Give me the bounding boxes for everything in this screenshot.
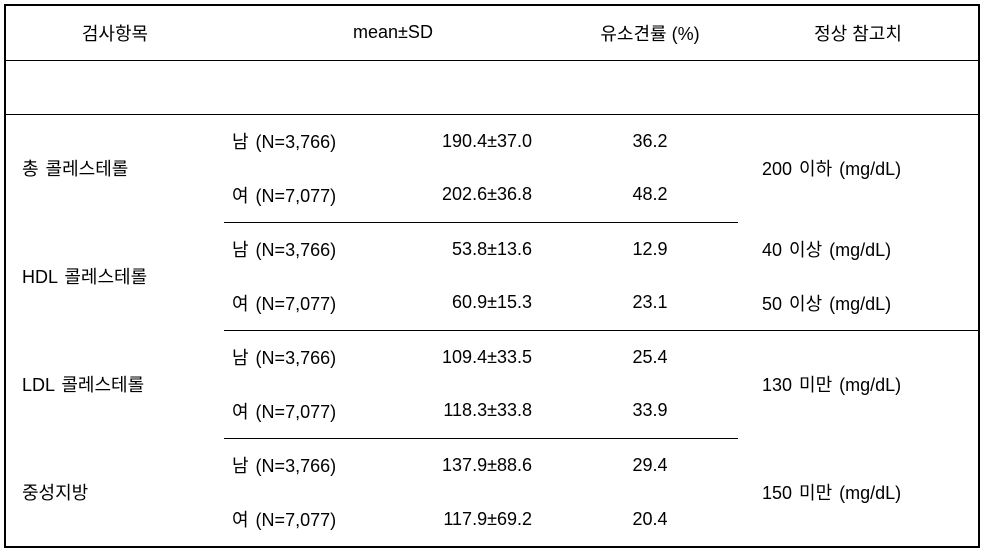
cell-mean: 190.4±37.0 (388, 114, 562, 168)
cell-rate: 12.9 (562, 222, 738, 276)
cell-rate: 33.9 (562, 384, 738, 438)
table-row: 중성지방남 (N=3,766)137.9±88.629.4150 미만 (mg/… (6, 438, 978, 492)
cell-rate: 23.1 (562, 276, 738, 330)
header-separator (6, 60, 978, 114)
cell-sex: 남 (N=3,766) (224, 438, 388, 492)
table-body: 총 콜레스테롤남 (N=3,766)190.4±37.036.2200 이하 (… (6, 114, 978, 546)
cell-mean: 117.9±69.2 (388, 492, 562, 546)
cell-sex: 여 (N=7,077) (224, 276, 388, 330)
table-row: 총 콜레스테롤남 (N=3,766)190.4±37.036.2200 이하 (… (6, 114, 978, 168)
cell-mean: 118.3±33.8 (388, 384, 562, 438)
cell-item: HDL 콜레스테롤 (6, 222, 224, 330)
cell-mean: 137.9±88.6 (388, 438, 562, 492)
cell-mean: 60.9±15.3 (388, 276, 562, 330)
table-row: HDL 콜레스테롤남 (N=3,766)53.8±13.612.940 이상 (… (6, 222, 978, 276)
cell-sex: 여 (N=7,077) (224, 492, 388, 546)
cell-rate: 20.4 (562, 492, 738, 546)
header-ref: 정상 참고치 (738, 6, 978, 60)
cell-mean: 202.6±36.8 (388, 168, 562, 222)
table-header: 검사항목 mean±SD 유소견률 (%) 정상 참고치 (6, 6, 978, 114)
table: 검사항목 mean±SD 유소견률 (%) 정상 참고치 총 콜레스테롤남 (N… (6, 6, 978, 546)
cell-sex: 남 (N=3,766) (224, 222, 388, 276)
cell-ref: 50 이상 (mg/dL) (738, 276, 978, 330)
cell-rate: 48.2 (562, 168, 738, 222)
table-row: LDL 콜레스테롤남 (N=3,766)109.4±33.525.4130 미만… (6, 330, 978, 384)
cell-mean: 109.4±33.5 (388, 330, 562, 384)
header-sep-cell (6, 60, 978, 114)
cell-rate: 36.2 (562, 114, 738, 168)
cell-sex: 여 (N=7,077) (224, 168, 388, 222)
header-row: 검사항목 mean±SD 유소견률 (%) 정상 참고치 (6, 6, 978, 60)
cell-ref: 150 미만 (mg/dL) (738, 438, 978, 546)
header-item: 검사항목 (6, 6, 224, 60)
cell-rate: 29.4 (562, 438, 738, 492)
cell-mean: 53.8±13.6 (388, 222, 562, 276)
cell-ref: 130 미만 (mg/dL) (738, 330, 978, 438)
cell-ref: 40 이상 (mg/dL) (738, 222, 978, 276)
cell-sex: 남 (N=3,766) (224, 330, 388, 384)
cell-ref: 200 이하 (mg/dL) (738, 114, 978, 222)
cell-item: 총 콜레스테롤 (6, 114, 224, 222)
cell-rate: 25.4 (562, 330, 738, 384)
cell-sex: 여 (N=7,077) (224, 384, 388, 438)
lipid-profile-table: 검사항목 mean±SD 유소견률 (%) 정상 참고치 총 콜레스테롤남 (N… (4, 4, 980, 548)
header-mean: mean±SD (224, 6, 562, 60)
cell-item: 중성지방 (6, 438, 224, 546)
cell-item: LDL 콜레스테롤 (6, 330, 224, 438)
cell-sex: 남 (N=3,766) (224, 114, 388, 168)
header-rate: 유소견률 (%) (562, 6, 738, 60)
